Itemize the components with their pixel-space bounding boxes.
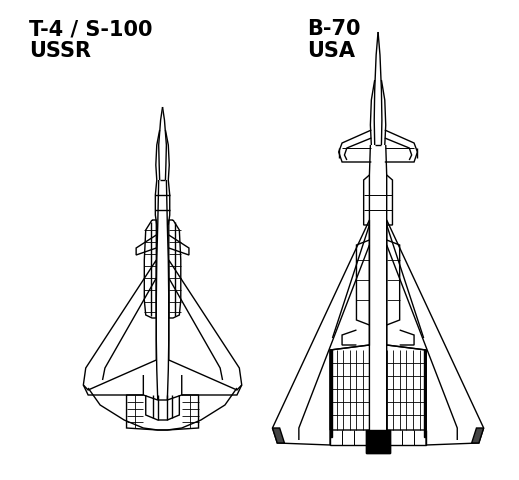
Text: B-70
USA: B-70 USA <box>307 19 361 61</box>
Polygon shape <box>472 428 484 443</box>
Polygon shape <box>325 338 333 437</box>
Text: T-4 / S-100
USSR: T-4 / S-100 USSR <box>29 19 153 61</box>
Polygon shape <box>387 220 484 445</box>
Polygon shape <box>366 430 390 453</box>
Polygon shape <box>272 428 284 443</box>
Polygon shape <box>169 260 242 390</box>
Polygon shape <box>84 260 156 390</box>
Polygon shape <box>272 220 370 445</box>
Polygon shape <box>424 338 431 437</box>
